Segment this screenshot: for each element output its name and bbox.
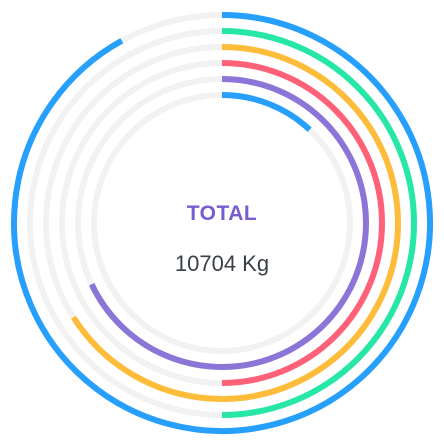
total-value: 10704 Kg [174,251,270,276]
radial-bar-2[interactable] [221,28,417,418]
total-label: TOTAL [186,202,258,225]
radial-bar-3[interactable] [70,44,401,402]
radial-bar-1[interactable] [11,12,433,434]
radial-bar-6[interactable] [221,92,312,132]
radial-bar-4[interactable] [221,60,385,386]
radial-bar-5[interactable] [88,76,369,370]
